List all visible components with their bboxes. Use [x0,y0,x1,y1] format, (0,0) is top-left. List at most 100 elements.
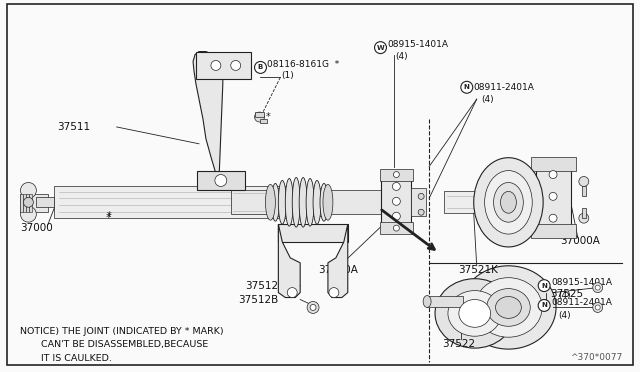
Text: 37511: 37511 [57,122,90,132]
Circle shape [255,61,266,73]
Circle shape [549,214,557,222]
Circle shape [593,302,603,312]
Text: (4): (4) [558,291,571,300]
Bar [531,224,576,238]
Bar [278,224,348,242]
Text: ^370*0077: ^370*0077 [570,353,623,362]
Circle shape [215,174,227,186]
Ellipse shape [306,179,314,226]
Bar [196,52,251,79]
Circle shape [394,171,399,177]
Text: 37000: 37000 [20,223,53,233]
Text: 37512: 37512 [245,280,278,291]
Circle shape [418,193,424,199]
Text: N: N [541,302,547,308]
Bar [29,195,33,212]
Polygon shape [328,224,348,298]
Circle shape [24,198,33,207]
Ellipse shape [486,289,531,326]
Circle shape [310,304,316,310]
Text: 08116-8161G  *: 08116-8161G * [268,60,340,69]
Circle shape [329,288,339,298]
Ellipse shape [423,295,431,307]
Bar [380,222,413,234]
Ellipse shape [448,291,502,336]
Ellipse shape [278,180,286,224]
Ellipse shape [495,296,522,318]
Bar [536,167,571,226]
Ellipse shape [285,179,293,226]
Bar [26,195,29,212]
Text: 37512B: 37512B [238,295,278,305]
Ellipse shape [435,279,515,348]
Polygon shape [193,52,223,186]
Bar [381,177,412,226]
Ellipse shape [292,177,300,227]
Bar [231,190,273,214]
Ellipse shape [320,183,328,221]
Text: 37000A: 37000A [318,265,358,275]
Ellipse shape [484,171,532,234]
Ellipse shape [313,180,321,224]
Bar [380,169,413,180]
Bar [427,295,463,307]
Circle shape [392,212,401,220]
Ellipse shape [475,278,542,337]
Text: W: W [376,45,385,51]
Bar [24,195,26,212]
Circle shape [549,192,557,201]
Bar [259,119,268,123]
Bar [54,186,291,218]
Text: 08911-2401A: 08911-2401A [474,83,534,92]
Circle shape [595,305,600,310]
Ellipse shape [500,192,516,213]
Circle shape [231,61,241,70]
Text: *: * [266,112,271,122]
Bar [582,186,586,196]
Text: 08915-1401A: 08915-1401A [551,278,612,287]
Circle shape [579,213,589,223]
Circle shape [538,280,550,292]
Text: 37000A: 37000A [560,236,600,246]
Circle shape [392,183,401,190]
Circle shape [307,301,319,313]
Ellipse shape [461,266,556,349]
Text: 08911-2401A: 08911-2401A [551,298,612,307]
Text: 37521K: 37521K [458,265,498,275]
Bar [531,157,576,171]
Bar [412,189,426,216]
Circle shape [211,61,221,70]
Polygon shape [278,224,300,298]
Circle shape [255,112,264,122]
Bar [444,192,493,213]
Ellipse shape [474,158,543,247]
Circle shape [287,288,297,298]
Text: *: * [106,213,111,223]
Bar [197,171,244,190]
Bar [582,208,586,218]
Text: N: N [541,283,547,289]
Circle shape [394,225,399,231]
Circle shape [20,183,36,198]
Text: (4): (4) [558,311,571,320]
Ellipse shape [266,185,275,220]
Bar [20,195,24,212]
Circle shape [595,285,600,290]
Bar [328,190,383,214]
Bar [255,112,264,117]
Text: *: * [106,211,111,221]
Text: (1): (1) [282,71,294,80]
Ellipse shape [299,177,307,227]
Circle shape [392,198,401,205]
Circle shape [579,177,589,186]
Ellipse shape [271,183,279,221]
Ellipse shape [493,183,524,222]
Circle shape [538,299,550,311]
Circle shape [549,171,557,179]
Text: (4): (4) [482,95,494,104]
Text: N: N [464,84,470,90]
Text: 08915-1401A: 08915-1401A [387,40,449,49]
Text: NOTICE) THE JOINT (INDICATED BY * MARK)
       CAN'T BE DISASSEMBLED,BECAUSE
   : NOTICE) THE JOINT (INDICATED BY * MARK) … [20,327,224,363]
Text: B: B [258,64,263,70]
Circle shape [593,283,603,292]
